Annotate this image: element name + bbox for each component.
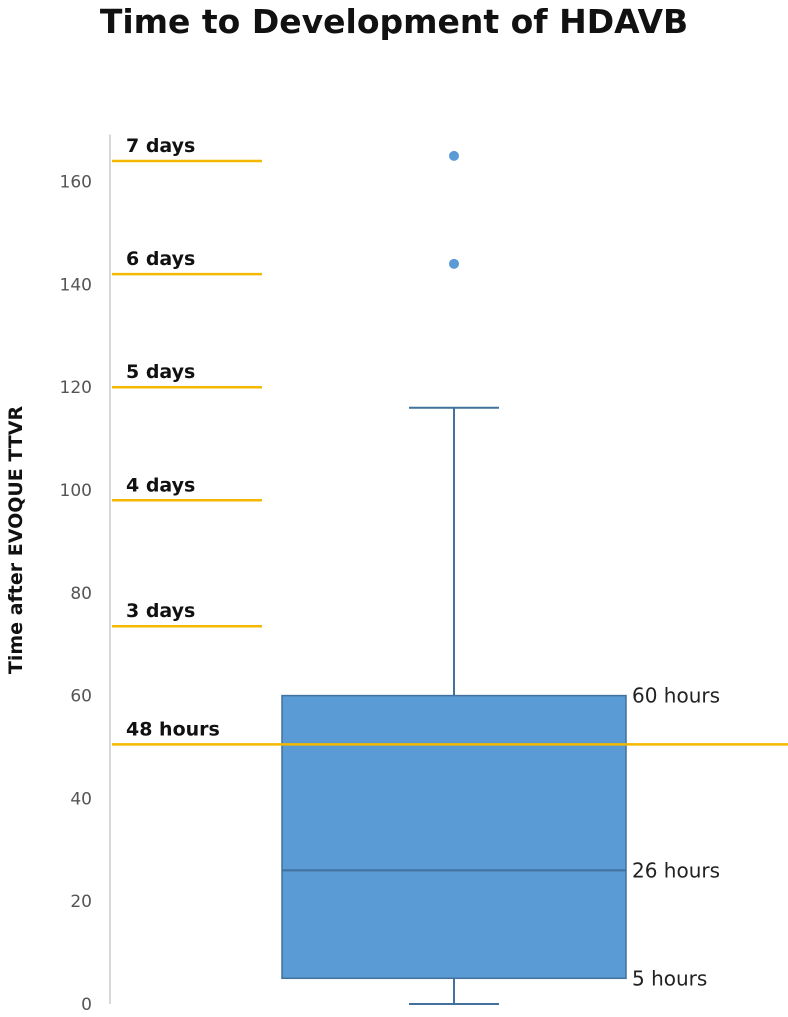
reference-line-label: 4 days	[126, 474, 195, 496]
y-tick-label: 120	[60, 378, 92, 398]
y-tick-label: 40	[70, 789, 92, 809]
reference-line-label: 6 days	[126, 248, 195, 270]
chart-title: Time to Development of HDAVB	[99, 2, 689, 41]
box-annotation-label: 60 hours	[632, 684, 720, 708]
y-tick-label: 100	[60, 481, 92, 501]
y-tick-label: 80	[70, 584, 92, 604]
y-tick-label: 20	[70, 892, 92, 912]
y-tick-label: 140	[60, 275, 92, 295]
y-axis-label: Time after EVOQUE TTVR	[5, 406, 27, 675]
y-tick-label: 160	[60, 173, 92, 193]
box-group	[281, 150, 627, 1005]
box-annotation-label: 5 hours	[632, 966, 707, 990]
reference-line-label: 7 days	[126, 135, 195, 157]
y-tick-label: 0	[81, 995, 92, 1015]
reference-line-label: 48 hours	[126, 718, 220, 740]
box-annotation-label: 26 hours	[632, 858, 720, 882]
y-axis: 0 20 40 60 80 100 120 140 160	[60, 134, 111, 1015]
y-tick-label: 60	[70, 687, 92, 707]
box-annotations: 60 hours 26 hours 5 hours	[632, 684, 720, 991]
outlier-point	[449, 258, 459, 269]
reference-line-label: 3 days	[126, 600, 195, 622]
outlier-point	[449, 150, 459, 161]
reference-lines: 48 hours 3 days 4 days 5 days 6 days 7 days	[112, 135, 788, 746]
reference-line-label: 5 days	[126, 361, 195, 383]
interquartile-box	[281, 694, 627, 980]
